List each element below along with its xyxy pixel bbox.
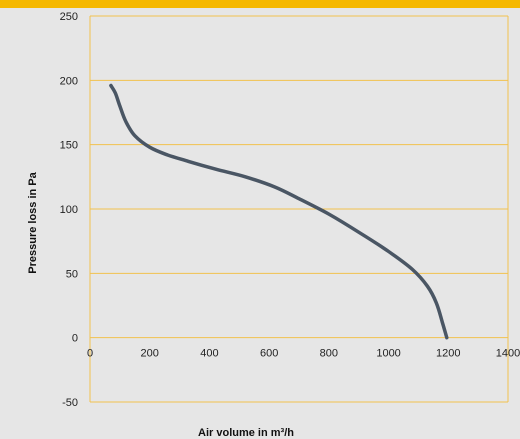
y-tick-label: 100 — [60, 204, 78, 216]
x-tick-label: 200 — [141, 348, 159, 360]
x-axis-title: Air volume in m³/h — [198, 427, 294, 439]
y-tick-label: 200 — [60, 75, 78, 87]
label-layer: -50 0 50 100 150 200 250 0 200 400 600 800 1000 1200 1… — [60, 11, 520, 409]
x-tick-label: 400 — [200, 348, 218, 360]
top-accent-band — [0, 0, 520, 8]
y-tick-label: -50 — [62, 397, 78, 409]
x-tick-label: 1400 — [496, 348, 520, 360]
axis-layer — [89, 16, 509, 402]
x-tick-label: 1200 — [436, 348, 460, 360]
x-tick-label: 800 — [320, 348, 338, 360]
x-tick-label: 0 — [87, 348, 93, 360]
series-line — [109, 83, 449, 340]
y-axis-title: Pressure loss in Pa — [27, 171, 39, 273]
y-tick-label: 50 — [66, 268, 78, 280]
y-tick-label: 0 — [72, 333, 78, 345]
x-tick-label: 600 — [260, 348, 278, 360]
y-tick-label: 250 — [60, 11, 78, 23]
y-tick-label: 150 — [60, 140, 78, 152]
x-tick-label: 1000 — [376, 348, 400, 360]
series-layer — [109, 83, 449, 340]
grid-layer — [90, 15, 508, 403]
